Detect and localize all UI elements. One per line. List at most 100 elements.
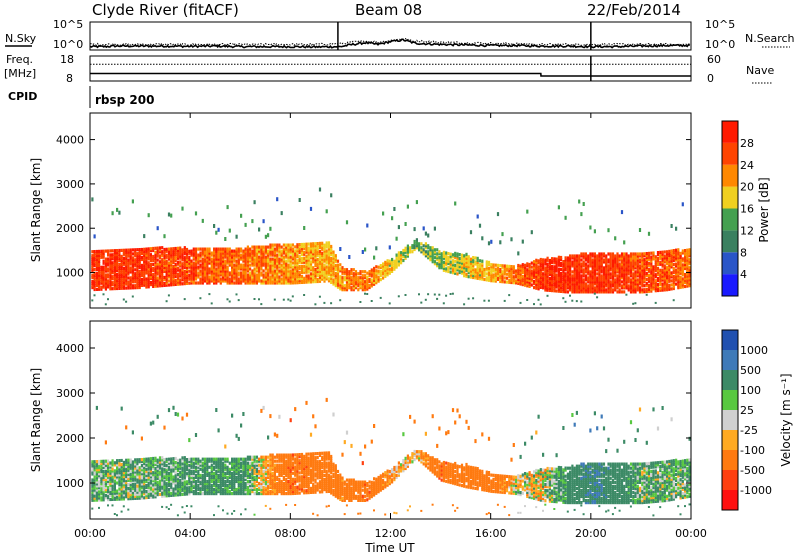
data-cell [143,259,146,263]
data-cell [505,266,509,270]
data-cell [524,273,527,277]
data-cell [172,491,175,495]
data-cell [519,270,522,274]
data-cell [607,280,610,284]
data-cell [681,257,684,261]
data-cell [174,483,177,487]
data-cell [406,252,409,256]
data-cell [647,289,651,293]
data-cell [127,270,130,274]
data-cell [170,275,173,279]
data-cell [575,284,578,288]
data-cell [305,256,308,260]
data-cell [602,290,606,294]
data-cell [152,475,155,479]
data-cell [201,271,204,275]
data-cell [192,271,195,275]
data-cell [179,488,182,493]
data-cell [208,293,211,296]
data-cell [113,475,116,479]
data-cell [544,288,547,292]
data-cell [222,279,225,283]
data-cell [564,284,567,288]
data-cell [499,268,502,272]
data-cell [131,476,134,480]
data-cell [593,276,596,280]
data-cell [303,242,306,246]
data-cell [555,263,558,267]
data-cell [307,248,310,252]
data-cell [481,265,484,269]
data-cell [192,463,195,467]
data-cell [181,270,184,274]
data-cell [294,251,297,255]
data-cell [143,492,146,496]
data-cell [573,270,576,274]
data-cell [688,258,691,262]
data-cell [318,277,322,281]
data-cell [140,482,143,486]
data-cell [213,465,216,469]
data-cell [136,278,139,282]
data-cell [555,277,558,281]
data-cell [197,479,200,484]
data-cell [100,488,103,492]
data-cell [629,268,633,272]
data-cell [614,274,617,278]
data-cell [145,463,148,467]
data-cell [519,301,522,304]
data-cell [537,287,540,291]
data-cell [181,274,184,278]
data-cell [213,492,216,496]
data-cell [285,273,288,277]
data-cell [445,257,448,261]
data-cell [634,256,637,260]
data-cell [375,281,378,285]
data-cell [303,270,306,274]
data-cell [666,250,669,254]
data-cell [172,259,175,263]
data-cell [303,266,306,270]
data-cell [641,268,644,272]
data-cell [661,264,664,268]
data-cell [170,459,173,463]
data-cell [553,273,556,277]
data-cell [348,286,351,290]
data-cell [125,266,128,270]
data-cell [397,255,400,259]
data-cell [560,275,563,279]
data-cell [616,280,619,284]
data-cell [618,276,621,280]
data-cell [582,252,585,256]
data-cell [140,271,143,275]
data-cell [143,247,146,251]
data-cell [600,280,603,284]
data-cell [102,253,105,257]
data-cell [273,281,276,285]
data-cell [165,259,168,263]
data-cell [163,472,166,476]
data-cell [269,251,272,255]
data-cell [100,461,103,465]
data-cell [341,280,344,284]
data-cell [629,252,633,256]
data-cell [129,494,132,499]
data-cell [203,249,207,253]
data-cell [318,257,322,261]
data-cell [566,286,569,290]
data-cell [494,271,497,275]
data-cell [161,264,164,268]
data-cell [420,248,423,252]
data-cell [134,458,137,462]
data-cell [638,278,642,282]
data-cell [213,247,216,251]
data-cell [634,280,637,284]
data-cell [210,463,213,467]
data-cell [134,464,137,468]
data-cell [208,255,211,259]
data-cell [618,264,621,268]
data-cell [675,254,678,258]
data-cell [228,271,231,275]
data-cell [179,254,182,258]
data-cell [152,266,155,270]
